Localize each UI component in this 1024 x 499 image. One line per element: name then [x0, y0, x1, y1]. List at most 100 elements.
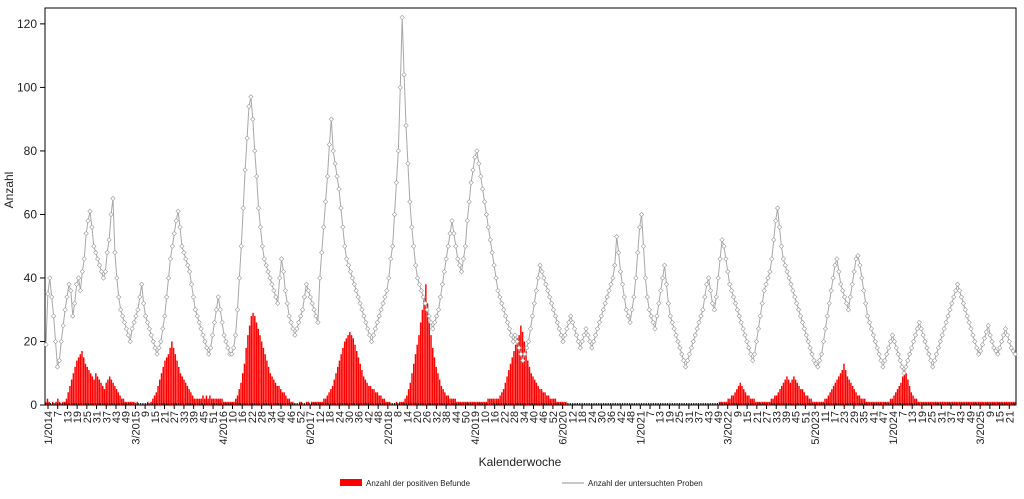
bar-positive — [744, 392, 747, 405]
baseline-marker — [632, 403, 634, 405]
baseline-marker — [459, 403, 461, 405]
point-samples — [594, 326, 601, 332]
baseline-marker — [608, 403, 610, 405]
baseline-marker — [711, 403, 713, 405]
x-tick-label: 48 — [373, 411, 385, 423]
point-samples — [874, 345, 880, 351]
point-samples — [56, 357, 62, 364]
baseline-marker — [172, 403, 174, 405]
point-samples — [1000, 332, 1007, 338]
baseline-marker — [701, 403, 703, 405]
x-tick-label: 37 — [101, 411, 113, 423]
bar-positive — [528, 366, 531, 405]
x-tick-label: 31 — [936, 411, 948, 423]
baseline-marker — [124, 403, 126, 405]
point-samples — [612, 262, 618, 268]
baseline-marker — [694, 403, 696, 405]
point-samples — [740, 326, 746, 332]
point-samples — [769, 256, 775, 262]
baseline-marker — [413, 403, 414, 405]
bar-positive — [79, 354, 82, 405]
point-samples — [903, 364, 909, 370]
point-samples — [131, 319, 137, 326]
baseline-marker — [328, 403, 330, 405]
point-samples — [635, 249, 641, 256]
bar-positive — [772, 398, 774, 405]
point-samples — [891, 338, 898, 345]
baseline-marker — [939, 403, 941, 405]
baseline-marker — [884, 403, 886, 405]
bar-positive — [910, 392, 913, 405]
bar-positive — [834, 382, 837, 405]
baseline-marker — [838, 403, 839, 405]
x-tick-label: 37 — [946, 411, 958, 423]
point-samples — [244, 135, 250, 141]
baseline-marker — [430, 403, 432, 405]
baseline-marker — [908, 403, 910, 405]
baseline-marker — [625, 403, 627, 405]
bar-positive — [373, 389, 375, 405]
point-samples — [190, 294, 197, 300]
baseline-marker — [686, 403, 687, 405]
baseline-marker — [1007, 403, 1009, 405]
x-tick-label: 43 — [703, 411, 715, 423]
bar-positive — [95, 373, 97, 405]
baseline-marker — [907, 403, 909, 405]
baseline-marker — [212, 403, 214, 405]
baseline-marker — [264, 403, 266, 405]
point-samples — [338, 205, 344, 211]
baseline-marker — [89, 403, 91, 405]
point-samples — [64, 294, 70, 300]
point-samples — [910, 338, 917, 345]
bar-positive — [364, 379, 367, 405]
bar-positive — [279, 389, 282, 405]
bar-positive — [273, 379, 275, 405]
baseline-marker — [387, 403, 388, 405]
baseline-marker — [392, 403, 394, 405]
bar-positive — [544, 392, 546, 405]
point-samples — [194, 313, 200, 319]
baseline-marker — [647, 403, 649, 405]
baseline-marker — [927, 403, 929, 405]
bar-positive — [89, 373, 92, 405]
baseline-marker — [876, 403, 877, 405]
baseline-marker — [620, 403, 622, 405]
baseline-marker — [471, 403, 473, 405]
baseline-marker — [820, 403, 822, 405]
point-samples — [912, 332, 919, 338]
point-samples — [282, 288, 288, 294]
bar-positive — [205, 395, 208, 405]
bar-positive — [271, 376, 273, 405]
point-samples — [562, 332, 568, 338]
point-samples — [506, 326, 513, 332]
bar-positive — [796, 382, 799, 405]
baseline-marker — [708, 403, 710, 405]
bar-positive — [843, 363, 845, 405]
bar-positive — [331, 385, 334, 405]
baseline-marker — [803, 403, 805, 405]
point-samples — [351, 281, 357, 287]
baseline-marker — [912, 403, 914, 405]
baseline-marker — [169, 403, 171, 405]
bar-positive — [345, 338, 348, 405]
baseline-marker — [304, 403, 306, 405]
bar-positive — [838, 376, 840, 405]
baseline-marker — [896, 403, 898, 405]
baseline-marker — [699, 403, 701, 405]
bar-positive — [499, 395, 501, 405]
point-samples — [895, 351, 901, 357]
x-tick-label: 10 — [227, 411, 239, 423]
y-axis-label: Anzahl — [2, 172, 16, 209]
baseline-marker — [844, 403, 846, 405]
bar-positive — [107, 379, 109, 405]
x-tick-label: 22 — [499, 411, 511, 423]
point-samples — [432, 319, 438, 326]
x-tick-label: 40 — [529, 411, 541, 423]
baseline-marker — [400, 403, 402, 405]
baseline-marker — [580, 403, 582, 405]
baseline-marker — [798, 403, 800, 405]
baseline-marker — [857, 403, 858, 405]
point-samples — [631, 294, 637, 300]
x-tick-label: 8 — [393, 411, 405, 417]
baseline-marker — [117, 403, 119, 405]
